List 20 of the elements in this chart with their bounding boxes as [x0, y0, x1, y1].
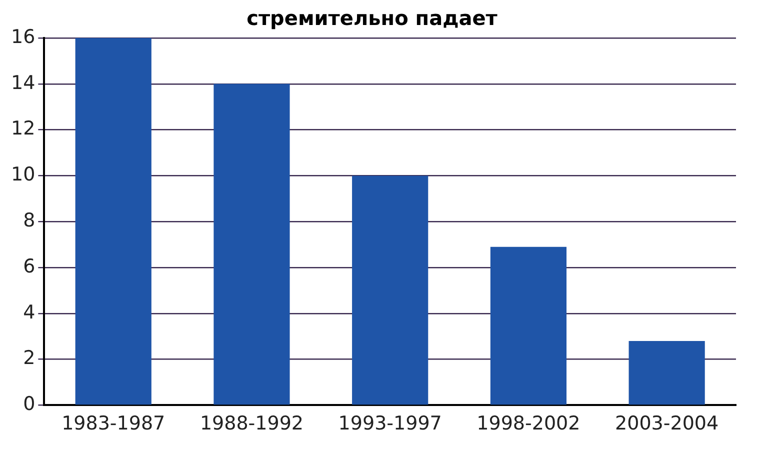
bar: [214, 84, 290, 405]
bar: [352, 176, 428, 405]
bar: [490, 246, 567, 405]
chart-title: стремительно падает: [246, 6, 498, 30]
y-tick-label: 14: [10, 72, 36, 94]
x-tick-label: 1983-1987: [62, 412, 166, 435]
y-tick-label: 4: [23, 301, 36, 324]
y-tick-label: 10: [10, 164, 36, 186]
x-tick-label: 1998-2002: [476, 412, 580, 435]
y-tick-label: 2: [23, 347, 36, 370]
x-tick-label: 2003-2004: [615, 412, 719, 435]
y-tick-label: 12: [10, 118, 36, 140]
y-tick-label: 0: [23, 393, 36, 416]
y-tick-label: 16: [10, 26, 36, 48]
x-tick-label: 1988-1992: [200, 412, 304, 435]
bar: [75, 38, 152, 405]
y-tick-label: 8: [23, 210, 36, 232]
y-tick-label: 6: [23, 255, 36, 278]
x-tick-label: 1993-1997: [338, 412, 442, 435]
bar: [628, 340, 705, 405]
